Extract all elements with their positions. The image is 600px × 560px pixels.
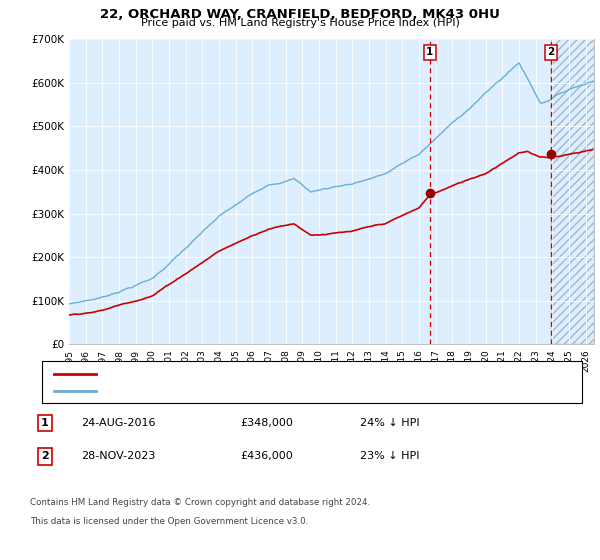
Text: 24% ↓ HPI: 24% ↓ HPI — [360, 418, 419, 428]
Text: £348,000: £348,000 — [240, 418, 293, 428]
Text: 2: 2 — [547, 47, 554, 57]
Text: This data is licensed under the Open Government Licence v3.0.: This data is licensed under the Open Gov… — [30, 517, 308, 526]
Text: 1: 1 — [426, 47, 433, 57]
Text: £436,000: £436,000 — [240, 451, 293, 461]
Text: 2: 2 — [41, 451, 49, 461]
Text: Contains HM Land Registry data © Crown copyright and database right 2024.: Contains HM Land Registry data © Crown c… — [30, 498, 370, 507]
Text: 22, ORCHARD WAY, CRANFIELD, BEDFORD, MK43 0HU: 22, ORCHARD WAY, CRANFIELD, BEDFORD, MK4… — [100, 8, 500, 21]
Text: Price paid vs. HM Land Registry's House Price Index (HPI): Price paid vs. HM Land Registry's House … — [140, 18, 460, 29]
Text: 28-NOV-2023: 28-NOV-2023 — [81, 451, 155, 461]
Bar — [551, 39, 594, 344]
Text: 24-AUG-2016: 24-AUG-2016 — [81, 418, 155, 428]
Text: 1: 1 — [41, 418, 49, 428]
Text: 22, ORCHARD WAY, CRANFIELD, BEDFORD, MK43 0HU (detached house): 22, ORCHARD WAY, CRANFIELD, BEDFORD, MK4… — [102, 369, 462, 379]
Text: HPI: Average price, detached house, Central Bedfordshire: HPI: Average price, detached house, Cent… — [102, 386, 390, 396]
Bar — [551, 39, 594, 344]
Text: 23% ↓ HPI: 23% ↓ HPI — [360, 451, 419, 461]
